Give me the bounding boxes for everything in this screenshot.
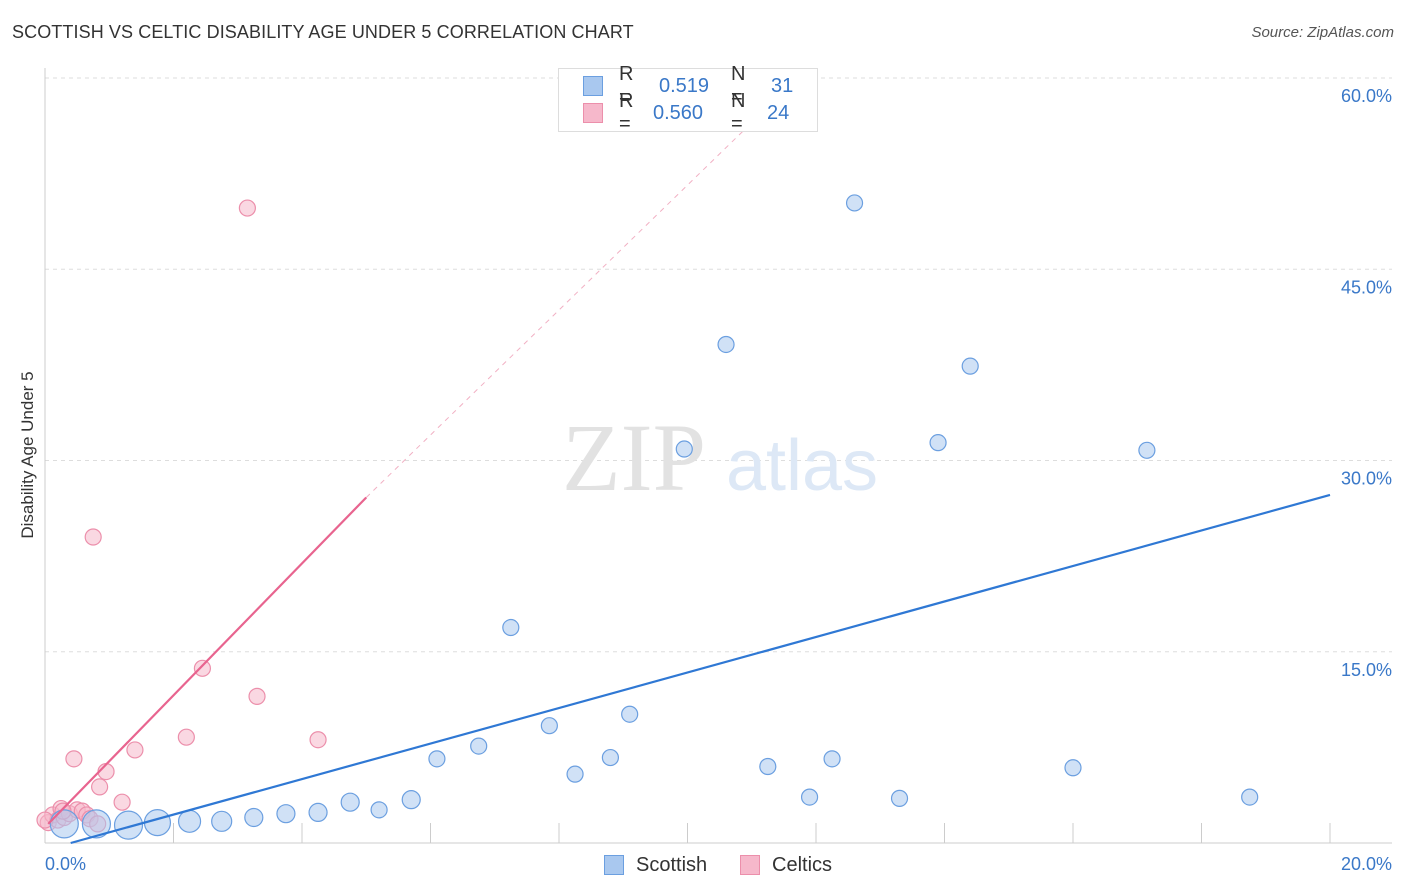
scottish-point: [717, 335, 735, 354]
scottish-point: [370, 801, 388, 819]
scottish-point: [823, 750, 841, 768]
scottish-point: [81, 809, 112, 839]
axes: [44, 68, 1392, 844]
bottom-legend-label-celtics: Celtics: [772, 853, 833, 876]
scottish-point: [759, 757, 777, 776]
scottish-point: [340, 792, 360, 812]
scottish-point: [1138, 441, 1156, 459]
watermark-zip: ZIP: [562, 404, 706, 511]
bottom-legend-label-scottish: Scottish: [636, 853, 708, 876]
watermark-atlas: atlas: [726, 426, 878, 506]
scottish-point: [244, 807, 264, 828]
legend-r-label: R =: [619, 63, 634, 108]
y-axis-label: Disability Age Under 5: [18, 371, 37, 538]
celtics-point: [113, 793, 131, 811]
scottish-point: [211, 810, 233, 832]
scottish-point: [276, 804, 296, 824]
scottish-point: [502, 618, 520, 637]
scottish-point: [566, 765, 584, 783]
legend-swatch-scottish: [583, 76, 603, 96]
legend-r-value: 0.519: [659, 74, 710, 97]
scottish-point: [675, 440, 693, 458]
bottom-legend-swatch-celtics: [740, 855, 760, 875]
y-tick-label: 45.0%: [1341, 277, 1392, 297]
celtics-point: [65, 750, 83, 768]
bottom-legend-scottish: Scottish: [604, 852, 707, 878]
grid-lines: [45, 77, 1392, 653]
celtics-point: [91, 778, 109, 796]
scottish-point: [401, 790, 421, 810]
scottish-trend-line: [70, 493, 1331, 845]
x-tick-label: 20.0%: [1341, 854, 1392, 874]
bottom-legend-swatch-scottish: [604, 855, 624, 875]
legend: R = 0.519 N = 31 R = 0.560 N = 24: [558, 63, 818, 135]
scottish-point: [428, 750, 446, 768]
scottish-point: [621, 705, 639, 723]
tick-labels: 15.0% 30.0% 45.0% 60.0% 0.0% 20.0%: [45, 86, 1392, 874]
scottish-point: [1064, 759, 1082, 777]
scottish-point: [177, 809, 202, 833]
scottish-point: [540, 717, 558, 735]
celtics-point: [309, 731, 327, 749]
y-tick-label: 15.0%: [1341, 660, 1392, 680]
legend-n-label: N =: [731, 90, 746, 135]
celtics-point: [248, 687, 266, 705]
legend-swatch-celtics: [583, 103, 603, 123]
legend-n-value: 24: [767, 101, 790, 124]
celtics-point: [84, 528, 102, 546]
celtics-point: [126, 741, 144, 759]
bottom-legend-celtics: Celtics: [740, 852, 832, 878]
scottish-point: [308, 802, 328, 823]
scottish-point: [890, 789, 909, 807]
legend-n-label: N =: [731, 63, 746, 108]
scottish-point: [961, 357, 979, 375]
data-points: [36, 194, 1259, 840]
x-tick-label: 0.0%: [45, 854, 86, 874]
celtics-point: [177, 728, 195, 746]
scottish-point: [470, 737, 488, 755]
celtics-point: [193, 659, 212, 677]
scottish-point: [49, 809, 79, 839]
chart-title: SCOTTISH VS CELTIC DISABILITY AGE UNDER …: [12, 22, 634, 42]
trend-lines: [47, 122, 1331, 845]
legend-n-value: 31: [771, 74, 794, 97]
celtics-point: [238, 199, 256, 217]
y-tick-label: 60.0%: [1341, 86, 1392, 106]
scottish-point: [800, 788, 819, 806]
source-label: Source: ZipAtlas.com: [1251, 24, 1394, 41]
scottish-point: [601, 748, 620, 767]
legend-r-value: 0.560: [653, 101, 704, 124]
watermark: ZIP atlas: [562, 404, 878, 511]
y-tick-label: 30.0%: [1341, 469, 1392, 489]
scottish-point: [1241, 788, 1259, 806]
legend-r-label: R =: [619, 90, 634, 135]
scottish-point: [113, 810, 144, 840]
scottish-point: [929, 434, 947, 452]
celtics-trend-line: [47, 496, 368, 825]
scottish-point: [845, 194, 864, 212]
